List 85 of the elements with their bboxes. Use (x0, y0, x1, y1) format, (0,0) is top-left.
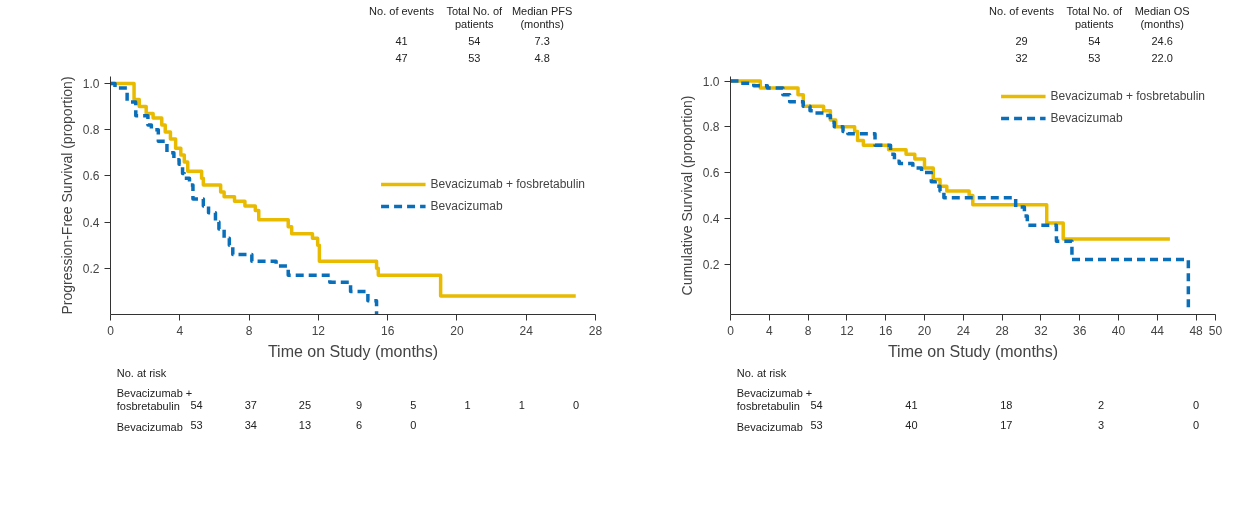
text: No. at risk (116, 366, 167, 379)
text: 53 (468, 51, 481, 64)
text: 40 (905, 418, 918, 431)
x-tick-label: 28 (588, 323, 603, 338)
text: 0 (572, 398, 580, 411)
x-tick-label: 48 (1189, 323, 1204, 338)
text: 24.6 (1151, 34, 1173, 47)
y-tick-label: 0.8 (702, 120, 720, 135)
y-tick-label: 0.8 (82, 123, 100, 138)
x-tick-label: 20 (917, 323, 932, 338)
x-tick-label: 16 (879, 323, 893, 338)
text: 54 (468, 34, 481, 47)
x-tick-label: 28 (995, 323, 1010, 338)
x-tick-label: 40 (1111, 323, 1126, 338)
text: 0 (1192, 418, 1200, 431)
x-tick-label: 0 (107, 323, 115, 338)
legend-label: Bevacizumab (1050, 111, 1123, 125)
text: 53 (1088, 51, 1101, 64)
x-tick-label: 0 (727, 323, 735, 338)
text: Total No. of patients (446, 4, 504, 31)
x-tick-label: 8 (245, 323, 253, 338)
text: No. of events (369, 4, 435, 17)
y-tick-label: 0.2 (702, 257, 720, 272)
text: Total No. of patients (1066, 4, 1124, 31)
x-tick-label: 4 (765, 323, 773, 338)
text: 18 (1000, 398, 1013, 411)
x-tick-label: 24 (519, 323, 534, 338)
y-tick-label: 0.6 (82, 169, 100, 184)
text: No. at risk (736, 366, 787, 379)
text: No. of events (989, 4, 1055, 17)
x-tick-label: 12 (840, 323, 854, 338)
text: 0 (410, 418, 417, 431)
y-tick-label: 1.0 (82, 76, 100, 91)
x-tick-label: 32 (1034, 323, 1048, 338)
text: Median PFS (months) (511, 4, 573, 31)
text: 53 (190, 418, 203, 431)
x-axis-title: Time on Study (months) (267, 342, 439, 360)
text: 22.0 (1151, 51, 1173, 64)
y-tick-label: 0.4 (702, 211, 720, 226)
text: 53 (810, 418, 823, 431)
x-tick-label: 24 (956, 323, 971, 338)
text: Median OS (months) (1134, 4, 1190, 31)
legend-label: Bevacizumab (430, 199, 503, 213)
text: 37 (244, 398, 257, 411)
text: 0 (1192, 398, 1200, 411)
legend-label: Bevacizumab + fosbretabulin (430, 177, 585, 191)
y-tick-label: 1.0 (702, 74, 720, 89)
y-axis-title: Cumulative Survival (proportion) (678, 95, 695, 296)
text: 9 (356, 398, 363, 411)
text: 54 (1088, 34, 1101, 47)
x-tick-label: 50 (1208, 323, 1223, 338)
y-axis-title: Progression-Free Survival (proportion) (58, 76, 75, 315)
text: 1 (464, 398, 471, 411)
text: 6 (356, 418, 363, 431)
text: 54 (190, 398, 203, 411)
text: 13 (298, 418, 312, 431)
text: 41 (905, 398, 918, 411)
y-tick-label: 0.6 (702, 166, 720, 181)
text: Bevacizumab (116, 420, 183, 433)
text: 54 (810, 398, 823, 411)
text: 32 (1015, 51, 1028, 64)
text: 34 (244, 418, 257, 431)
x-tick-label: 20 (450, 323, 464, 338)
text: 29 (1015, 34, 1028, 47)
x-tick-label: 36 (1073, 323, 1087, 338)
text: 1 (518, 398, 525, 411)
x-axis-title: Time on Study (months) (887, 342, 1059, 360)
text: Bevacizumab (736, 420, 803, 433)
text: 41 (395, 34, 408, 47)
text: 17 (1000, 418, 1013, 431)
text: 2 (1098, 398, 1105, 411)
x-tick-label: 4 (176, 323, 184, 338)
text: 47 (395, 51, 408, 64)
text: 7.3 (534, 34, 550, 47)
y-tick-label: 0.4 (82, 215, 100, 230)
text: 25 (298, 398, 312, 411)
text: 5 (410, 398, 417, 411)
y-tick-label: 0.2 (82, 261, 100, 276)
legend-label: Bevacizumab + fosbretabulin (1050, 89, 1205, 103)
x-tick-label: 12 (311, 323, 326, 338)
x-tick-label: 16 (380, 323, 395, 338)
x-tick-label: 44 (1150, 323, 1165, 338)
text: 3 (1098, 418, 1105, 431)
text: 4.8 (534, 51, 550, 64)
x-tick-label: 8 (804, 323, 812, 338)
